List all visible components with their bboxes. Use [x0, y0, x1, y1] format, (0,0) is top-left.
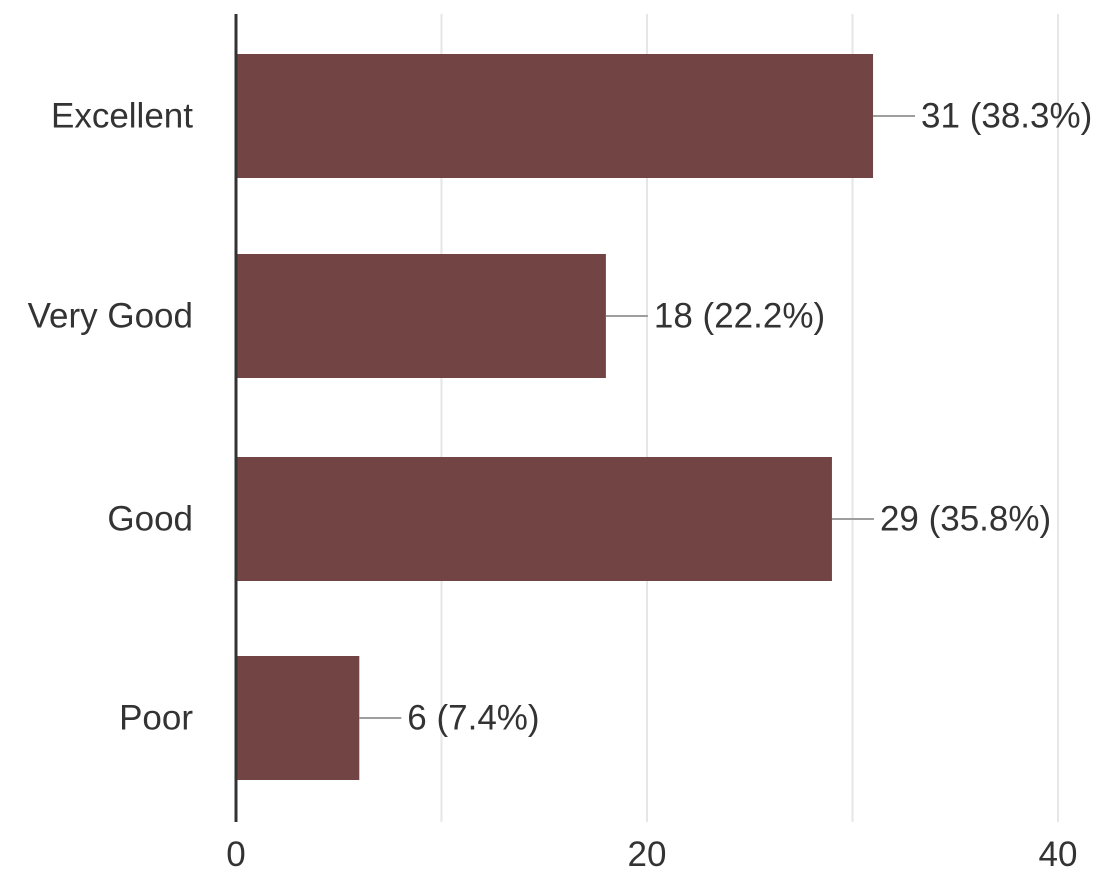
category-label: Very Good	[28, 297, 193, 336]
data-label: 6 (7.4%)	[407, 699, 539, 738]
x-tick-label: 0	[226, 835, 245, 874]
category-label: Good	[107, 500, 193, 539]
x-tick-label: 20	[628, 835, 667, 874]
labels: 31 (38.3%) Excellent 18 (22.2%) Very Good 29…	[28, 97, 1093, 738]
bar	[236, 54, 874, 178]
data-label: 31 (38.3%)	[921, 97, 1092, 136]
leader-lines	[359, 115, 916, 719]
data-label: 29 (35.8%)	[880, 500, 1051, 539]
x-tick-label: 40	[1039, 835, 1078, 874]
category-label: Poor	[119, 699, 193, 738]
bars	[236, 54, 874, 780]
data-label: 18 (22.2%)	[654, 297, 825, 336]
bar	[236, 457, 832, 581]
category-label: Excellent	[51, 97, 193, 136]
x-axis-ticks: 0 20 40	[226, 835, 1077, 874]
bar	[236, 254, 606, 378]
bar	[236, 656, 360, 780]
